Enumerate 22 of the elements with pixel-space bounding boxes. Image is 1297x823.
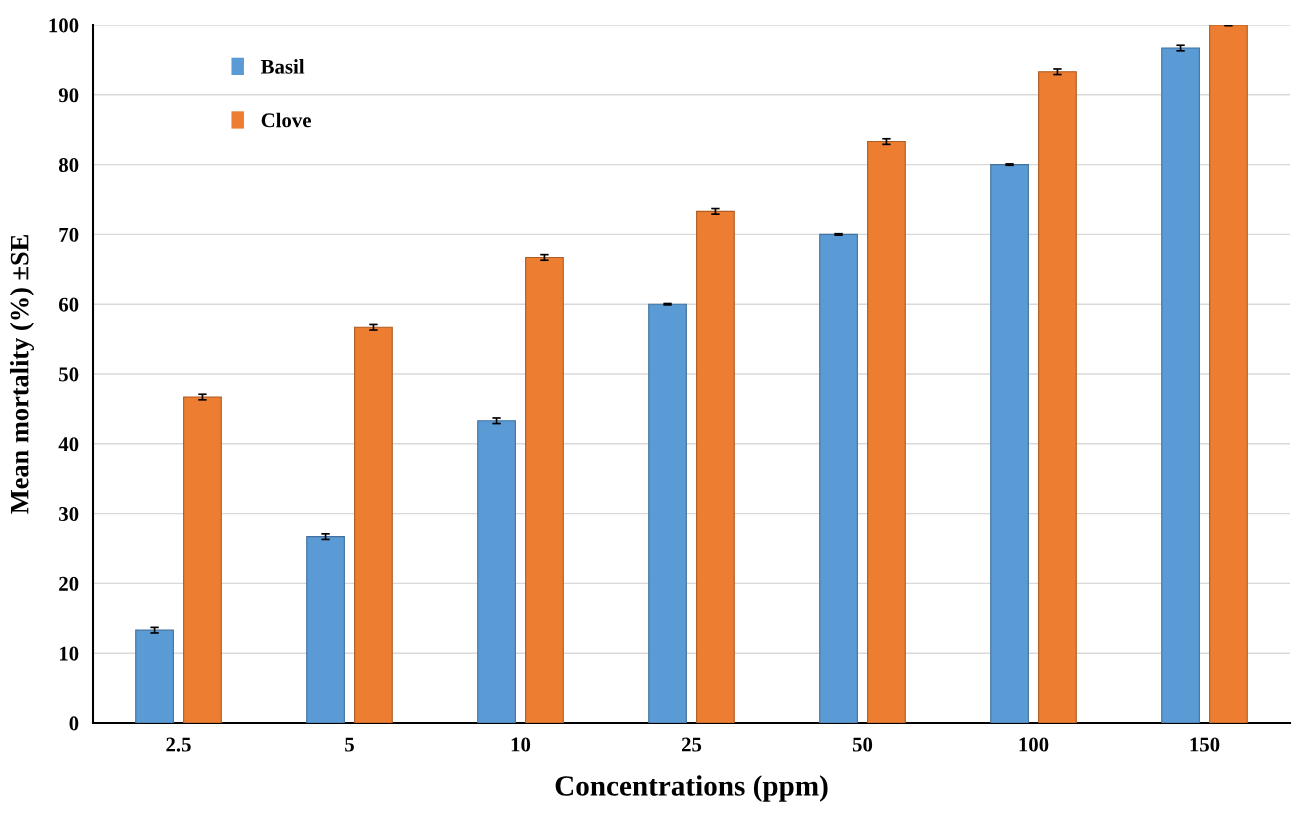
x-axis-title: Concentrations (ppm)	[555, 775, 828, 802]
y-tick-label: 10	[59, 646, 79, 661]
x-tick-label: 10	[511, 737, 531, 752]
x-tick-label: 2.5	[166, 737, 191, 752]
y-tick-label: 50	[59, 367, 79, 382]
x-tick-label: 150	[1190, 737, 1220, 752]
x-tick-label: 50	[852, 737, 873, 752]
x-tick-label: 25	[681, 737, 702, 752]
x-tick-label: 100	[1019, 737, 1049, 752]
y-tick-label: 80	[58, 157, 79, 173]
y-tick-label: 70	[59, 227, 79, 242]
y-tick-label: 100	[49, 18, 79, 33]
y-tick-label: 0	[69, 716, 79, 731]
legend-label: Clove	[261, 112, 311, 128]
y-tick-label: 30	[59, 506, 79, 522]
y-tick-label: 20	[59, 576, 79, 591]
legend-label: Basil	[260, 59, 305, 74]
y-tick-label: 60	[58, 297, 79, 312]
y-tick-label: 40	[58, 437, 79, 452]
x-tick-label: 5	[345, 737, 354, 752]
y-tick-label: 90	[58, 88, 79, 103]
y-axis-title: Mean mortality (%) ±SE	[9, 235, 34, 514]
